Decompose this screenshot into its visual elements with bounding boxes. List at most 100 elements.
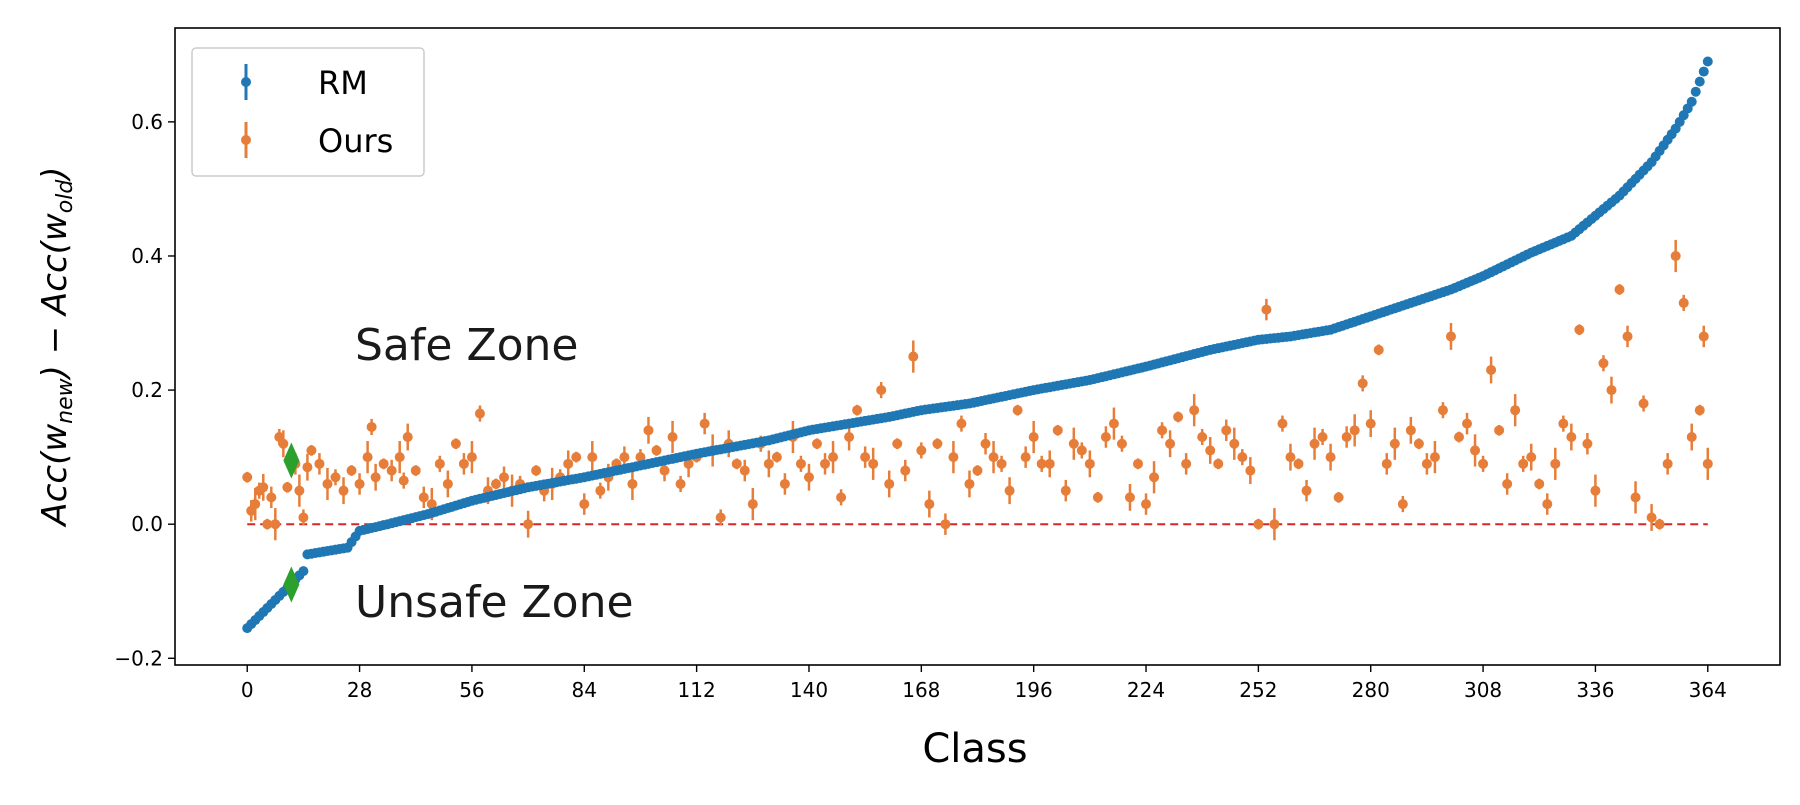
ours-point	[410, 465, 421, 476]
ours-point	[242, 472, 253, 483]
ours-point	[763, 458, 774, 469]
ours-point	[366, 421, 377, 432]
ours-point	[627, 478, 638, 489]
ours-point	[715, 512, 726, 523]
ours-point	[1076, 445, 1087, 456]
ours-point	[1189, 405, 1200, 416]
ours-point	[322, 478, 333, 489]
ours-point	[579, 499, 590, 510]
ours-point	[1141, 499, 1152, 510]
ours-point	[908, 351, 919, 362]
y-tick-label: 0.2	[131, 378, 163, 402]
y-label-sub-old: old	[53, 179, 78, 214]
ours-point	[1614, 284, 1625, 295]
ours-point	[820, 458, 831, 469]
x-tick-label: 140	[790, 678, 828, 702]
y-label-part-b: ) − Acc(	[35, 239, 75, 381]
ours-point	[1165, 438, 1176, 449]
ours-point	[675, 478, 686, 489]
ours-point	[306, 445, 317, 456]
ours-point	[932, 438, 943, 449]
ours-point	[812, 438, 822, 449]
x-tick-label: 84	[572, 678, 597, 702]
ours-point	[563, 458, 574, 469]
ours-point	[1646, 512, 1657, 523]
ours-point	[1698, 331, 1709, 342]
ours-point	[828, 452, 839, 463]
x-tick-label: 336	[1576, 678, 1614, 702]
ours-point	[884, 478, 895, 489]
ours-point	[1012, 405, 1023, 416]
ours-point	[1261, 304, 1272, 315]
ours-point	[1036, 458, 1047, 469]
x-tick-label: 308	[1464, 678, 1502, 702]
ours-point	[1429, 452, 1440, 463]
ours-point	[1044, 458, 1055, 469]
ours-point	[1421, 458, 1432, 469]
x-tick-label: 28	[347, 678, 372, 702]
safe-zone-label: Safe Zone	[355, 320, 578, 371]
ours-point	[739, 465, 750, 476]
ours-point	[1365, 418, 1376, 429]
ours-point	[1084, 458, 1095, 469]
ours-point	[1349, 425, 1360, 436]
ours-point	[1301, 485, 1312, 496]
rm-point	[298, 566, 309, 577]
y-label-sub-new: new	[53, 377, 78, 423]
ours-point	[779, 478, 790, 489]
ours-point	[803, 472, 814, 483]
ours-point	[266, 492, 277, 503]
ours-point	[916, 445, 927, 456]
ours-point	[499, 472, 510, 483]
ours-point	[1293, 458, 1304, 469]
ours-point	[996, 458, 1007, 469]
ours-point	[1558, 418, 1569, 429]
ours-point	[924, 499, 935, 510]
ours-point	[1124, 492, 1135, 503]
ours-point	[282, 482, 293, 493]
ours-point	[1413, 438, 1424, 449]
ours-point	[619, 452, 630, 463]
ours-point	[1670, 250, 1681, 261]
ours-point	[1277, 418, 1288, 429]
ours-point	[900, 465, 911, 476]
x-tick-label: 252	[1239, 678, 1277, 702]
ours-point	[398, 475, 409, 486]
ours-point	[1253, 519, 1264, 530]
ours-point	[972, 465, 983, 476]
ours-point	[1373, 344, 1384, 355]
ours-point	[1622, 331, 1633, 342]
ours-point	[1445, 331, 1456, 342]
ours-point	[1341, 432, 1352, 443]
ours-point	[314, 458, 325, 469]
rm-point	[1686, 96, 1697, 107]
ours-point	[258, 482, 269, 493]
ours-point	[426, 499, 437, 510]
highlight-diamond	[283, 566, 300, 603]
ours-point	[262, 519, 273, 530]
unsafe-zone-label: Unsafe Zone	[355, 577, 634, 628]
ours-point	[270, 519, 281, 530]
ours-point	[1630, 492, 1641, 503]
x-tick-label: 112	[678, 678, 716, 702]
ours-point	[386, 465, 397, 476]
x-axis: 0 28 56 84 112 140 168 196 224 252 280 308 336 364	[241, 665, 1727, 702]
ours-point	[1526, 452, 1537, 463]
ours-point	[1237, 452, 1248, 463]
ours-point	[298, 512, 309, 523]
ours-point	[1470, 445, 1481, 456]
ours-point	[1317, 432, 1328, 443]
ours-point	[1462, 418, 1473, 429]
rm-point	[1690, 86, 1701, 97]
y-axis-title: Acc(wnew) − Acc(wold)	[35, 166, 78, 527]
ours-point	[294, 485, 305, 496]
y-label-w1: w	[35, 424, 75, 452]
ours-point	[1060, 485, 1071, 496]
ours-point	[1133, 458, 1143, 469]
y-axis: −0.2 0.0 0.2 0.4 0.6	[114, 110, 175, 670]
ours-point	[860, 452, 871, 463]
ours-point	[338, 485, 349, 496]
ours-point	[948, 452, 959, 463]
